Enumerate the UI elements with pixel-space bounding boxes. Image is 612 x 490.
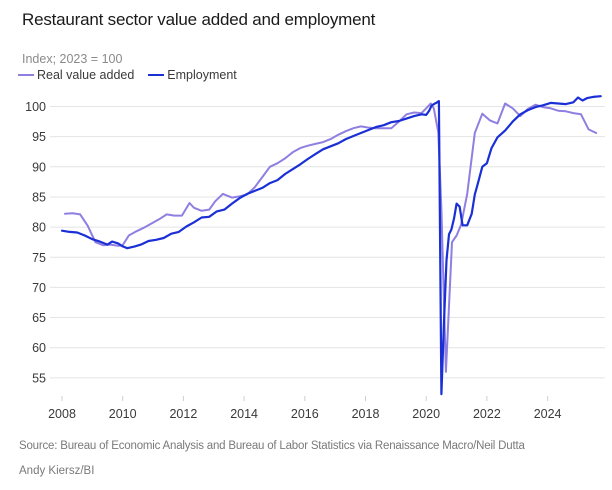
series-line-employment xyxy=(60,95,602,396)
x-axis-ticks: 2008 2010 2012 2014 2016 2018 2020 2022 2024 xyxy=(48,396,562,421)
y-tick-label: 100 xyxy=(25,100,46,114)
series-lines xyxy=(60,95,602,396)
legend-label-employment: Employment xyxy=(167,68,237,82)
x-tick-label: 2024 xyxy=(534,407,562,421)
legend-item-employment: Employment xyxy=(148,68,237,82)
x-tick-label: 2018 xyxy=(352,407,380,421)
legend-item-real-value-added: Real value added xyxy=(18,68,134,82)
legend-swatch-employment xyxy=(148,73,165,77)
y-tick-label: 80 xyxy=(32,221,46,235)
legend: Real value added Employment xyxy=(18,68,251,82)
x-tick-label: 2020 xyxy=(412,407,440,421)
chart-subtitle: Index; 2023 = 100 xyxy=(22,52,123,66)
x-tick-label: 2022 xyxy=(473,407,501,421)
y-tick-label: 55 xyxy=(32,371,46,385)
y-tick-label: 95 xyxy=(32,130,46,144)
x-tick-label: 2010 xyxy=(109,407,137,421)
gridlines xyxy=(50,106,605,379)
y-tick-label: 70 xyxy=(32,281,46,295)
x-tick-label: 2008 xyxy=(48,407,76,421)
y-tick-label: 85 xyxy=(32,190,46,204)
series-line-real-value-added xyxy=(64,102,598,373)
y-tick-label: 90 xyxy=(32,160,46,174)
x-tick-label: 2016 xyxy=(291,407,319,421)
x-tick-label: 2014 xyxy=(230,407,258,421)
source-note: Source: Bureau of Economic Analysis and … xyxy=(19,440,525,452)
x-tick-label: 2012 xyxy=(169,407,197,421)
y-tick-label: 65 xyxy=(32,311,46,325)
y-tick-label: 60 xyxy=(32,341,46,355)
chart-title: Restaurant sector value added and employ… xyxy=(22,10,376,29)
credit-note: Andy Kiersz/BI xyxy=(19,465,95,477)
legend-label-real-value-added: Real value added xyxy=(37,68,135,82)
y-axis-ticks: 55 60 65 70 75 80 85 90 95 100 xyxy=(25,100,46,385)
y-tick-label: 75 xyxy=(32,251,46,265)
legend-swatch-real-value-added xyxy=(18,73,34,77)
